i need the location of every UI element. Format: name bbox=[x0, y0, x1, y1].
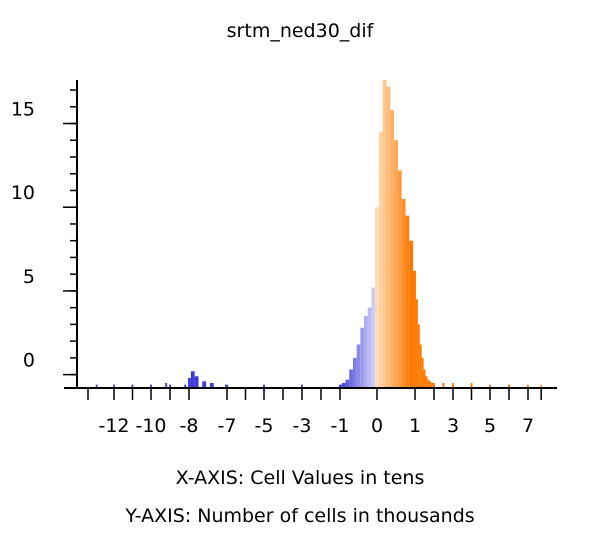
histogram-bar-16 bbox=[341, 382, 346, 388]
histogram-bar-52 bbox=[540, 384, 542, 388]
histogram-bar-26 bbox=[378, 131, 383, 388]
x-tick-label: -3 bbox=[293, 415, 312, 437]
x-tick-label: 0 bbox=[371, 415, 383, 437]
histogram-bar-22 bbox=[364, 316, 368, 388]
histogram-bar-38 bbox=[419, 344, 422, 388]
axes bbox=[64, 80, 557, 389]
histogram-bar-2 bbox=[131, 384, 134, 388]
histogram-bar-36 bbox=[415, 299, 418, 388]
histogram-bar-23 bbox=[367, 307, 372, 388]
x-tick-label: -7 bbox=[218, 415, 237, 437]
histogram-bar-46 bbox=[442, 382, 445, 388]
histogram-bar-32 bbox=[401, 198, 406, 388]
histogram-bar-24 bbox=[371, 287, 376, 388]
histogram-bar-14 bbox=[301, 384, 303, 388]
x-axis-label: X-AXIS: Cell Values in tens bbox=[176, 467, 425, 489]
x-tick-label: 3 bbox=[447, 415, 459, 437]
histogram-bar-30 bbox=[394, 140, 398, 388]
x-tick-label: -5 bbox=[255, 415, 274, 437]
chart-title: srtm_ned30_dif bbox=[227, 20, 375, 42]
histogram-bar-1 bbox=[113, 384, 115, 388]
x-tick-label: 1 bbox=[409, 415, 421, 437]
x-tick-label: -8 bbox=[180, 415, 199, 437]
histogram-bar-13 bbox=[263, 384, 265, 388]
histogram-bar-21 bbox=[360, 327, 365, 388]
histogram-bar-51 bbox=[527, 384, 529, 388]
histogram-bar-47 bbox=[452, 382, 454, 388]
histogram-bar-19 bbox=[352, 357, 357, 388]
histogram-bar-15 bbox=[339, 384, 342, 388]
x-tick-label: 5 bbox=[484, 415, 496, 437]
x-tick-label: -12 bbox=[98, 415, 129, 437]
histogram-bar-37 bbox=[417, 324, 420, 388]
histogram-bar-31 bbox=[397, 170, 402, 388]
histogram-bar-25 bbox=[375, 207, 379, 388]
histogram-bar-33 bbox=[405, 215, 410, 388]
histogram-bar-42 bbox=[427, 379, 430, 388]
histogram-bar-7 bbox=[188, 377, 191, 388]
histogram-bar-34 bbox=[409, 240, 414, 388]
histogram-bar-44 bbox=[431, 382, 434, 388]
histogram-bar-43 bbox=[429, 381, 432, 388]
y-tick-label: 0 bbox=[23, 350, 35, 372]
histogram-bar-6 bbox=[184, 384, 187, 388]
histogram-bar-11 bbox=[209, 382, 214, 388]
histogram-bar-45 bbox=[433, 382, 435, 388]
histogram-bar-3 bbox=[150, 384, 152, 388]
x-tick-label: -10 bbox=[135, 415, 166, 437]
histogram-bar-49 bbox=[489, 384, 491, 388]
y-axis-label: Y-AXIS: Number of cells in thousands bbox=[124, 505, 474, 527]
histogram-bar-27 bbox=[382, 80, 387, 388]
histogram-bar-17 bbox=[345, 379, 350, 388]
histogram-bar-48 bbox=[470, 382, 473, 388]
y-tick-label: 5 bbox=[23, 266, 35, 288]
x-tick-label: 7 bbox=[522, 415, 534, 437]
histogram-bar-29 bbox=[390, 110, 395, 388]
histogram-bar-18 bbox=[349, 369, 353, 388]
histogram-bar-5 bbox=[169, 384, 171, 388]
x-tick-label: -1 bbox=[331, 415, 350, 437]
histogram-bar-41 bbox=[425, 376, 428, 388]
histogram-bar-50 bbox=[508, 384, 510, 388]
histogram-bar-9 bbox=[194, 376, 199, 388]
histogram-bars bbox=[95, 80, 542, 388]
histogram-bar-12 bbox=[225, 384, 228, 388]
histogram-bar-0 bbox=[95, 384, 98, 388]
histogram-bar-39 bbox=[421, 357, 424, 388]
histogram-bar-40 bbox=[423, 369, 426, 388]
histogram-bar-4 bbox=[165, 382, 168, 388]
histogram-bar-8 bbox=[190, 371, 195, 388]
y-tick-label: 15 bbox=[11, 99, 35, 121]
histogram-bar-28 bbox=[386, 86, 391, 388]
histogram-bar-10 bbox=[202, 381, 207, 388]
histogram-bar-35 bbox=[413, 270, 416, 388]
histogram-bar-20 bbox=[356, 344, 361, 388]
y-tick-label: 10 bbox=[11, 182, 35, 204]
